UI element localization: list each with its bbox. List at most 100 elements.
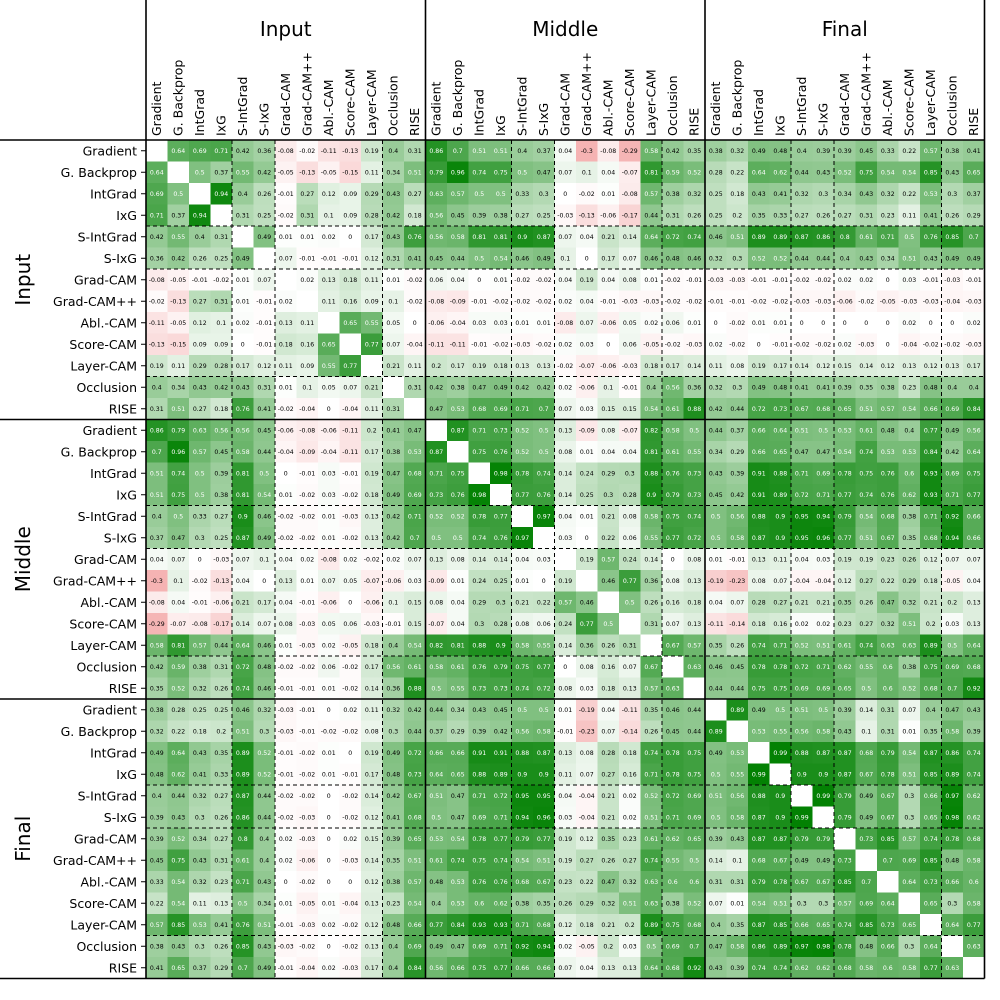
cell-value-label: 0.49 [967,255,981,262]
heatmap-cell [361,247,383,270]
heatmap-cell [748,527,770,549]
heatmap-cell [296,462,319,485]
cell-value-label: 0.49 [537,255,551,262]
cell-value-label: 0.85 [924,169,938,176]
heatmap-cell [640,333,663,356]
heatmap-cell [662,161,684,184]
heatmap-cell [382,140,405,162]
heatmap-cell [146,720,168,743]
cell-value-label: 0 [477,277,481,284]
cell-value-label: 0.78 [773,664,787,671]
cell-value-label: 0.3 [474,621,484,628]
cell-value-label: 0.57 [902,836,916,843]
cell-value-label: 0.9 [539,771,549,778]
heatmap-cell [640,484,663,506]
cell-value-label: 0.4 [646,384,656,391]
heatmap-cell [425,914,448,936]
heatmap-cell [726,613,749,635]
heatmap-cell [812,591,835,614]
cell-value-label: 0.68 [816,406,830,413]
column-label-layer-cam: Layer-CAM [643,69,658,136]
heatmap-cell [189,613,211,635]
heatmap-cell [339,505,362,528]
heatmap-cell [726,161,749,184]
row-label-grad-cam: Grad-CAM++ [53,853,137,868]
cell-value-label: 0.85 [773,922,787,929]
heatmap-cell [855,806,878,829]
heatmap-cell [296,419,319,442]
heatmap-cell [898,914,921,936]
cell-value-label: 0.08 [601,427,615,434]
heatmap-cell [447,591,469,614]
cell-value-label: 0.08 [730,363,744,370]
heatmap-cell [339,720,362,743]
cell-value-label: 0.55 [773,728,787,735]
cell-value-label: 0.78 [472,513,486,520]
cell-value-label: -0.3 [581,148,593,155]
cell-value-label: 0.27 [300,191,314,198]
cell-value-label: -0.08 [192,621,208,628]
heatmap-cell [447,914,469,936]
heatmap-cell [318,247,340,270]
cell-value-label: 0.55 [730,771,744,778]
heatmap-cell [189,226,211,248]
cell-value-label: 0.35 [730,922,744,929]
heatmap-cell [275,247,297,270]
heatmap-cell [404,763,426,786]
cell-value-label: 0.4 [259,857,269,864]
heatmap-cell [791,871,813,893]
cell-value-label: 0.44 [709,685,723,692]
heatmap-cell [167,204,190,227]
cell-value-label: 0.01 [580,449,594,456]
heatmap-cell [447,333,469,356]
cell-value-label: 0.76 [494,449,508,456]
heatmap-cell [963,419,985,442]
heatmap-cell [533,957,555,979]
heatmap-cell [834,398,856,420]
heatmap-cell [877,441,899,463]
cell-value-label: 0.94 [214,191,228,198]
cell-value-label: 0.33 [150,879,164,886]
heatmap-cell [189,441,211,463]
cell-value-label: 0.78 [838,470,852,477]
heatmap-cell [511,333,534,356]
cell-value-label: 0.18 [343,277,357,284]
heatmap-cell [769,785,792,807]
heatmap-cell [726,720,749,743]
cell-value-label: 0.01 [322,535,336,542]
heatmap-cell [296,140,319,162]
cell-value-label: 0.61 [859,427,873,434]
heatmap-cell [576,462,598,485]
cell-value-label: 0.87 [816,750,830,757]
cell-value-label: 0.01 [279,900,293,907]
heatmap-cell [683,462,706,485]
cell-value-label: 0.17 [236,363,250,370]
cell-value-label: 0.6 [883,664,893,671]
cell-value-label: 0.87 [773,836,787,843]
cell-value-label: 0.72 [408,750,422,757]
cell-value-label: 0.32 [709,255,723,262]
cell-value-label: 0.9 [797,771,807,778]
column-label-intgrad: IntGrad [471,89,486,136]
heatmap-cell [748,333,770,356]
cell-value-label: 0.57 [451,191,465,198]
cell-value-label: 0.78 [945,836,959,843]
heatmap-cell [511,720,534,743]
heatmap-cell [425,140,448,162]
heatmap-cell [769,527,792,549]
heatmap-cell [640,204,663,227]
heatmap-cell [619,656,641,678]
heatmap-cell [769,140,792,162]
heatmap-cell [640,183,663,205]
heatmap-cell [683,269,706,291]
heatmap-cell [404,376,426,399]
cell-value-label: 0.14 [472,556,486,563]
heatmap-cell [877,699,899,721]
cell-value-label: 0.24 [472,578,486,585]
heatmap-cell [855,957,878,979]
heatmap-cell [296,226,319,248]
cell-value-label: 0.02 [343,556,357,563]
cell-value-label: 0.35 [902,535,916,542]
row-label-grad-cam: Grad-CAM++ [53,573,137,588]
heatmap-cell [511,441,534,463]
